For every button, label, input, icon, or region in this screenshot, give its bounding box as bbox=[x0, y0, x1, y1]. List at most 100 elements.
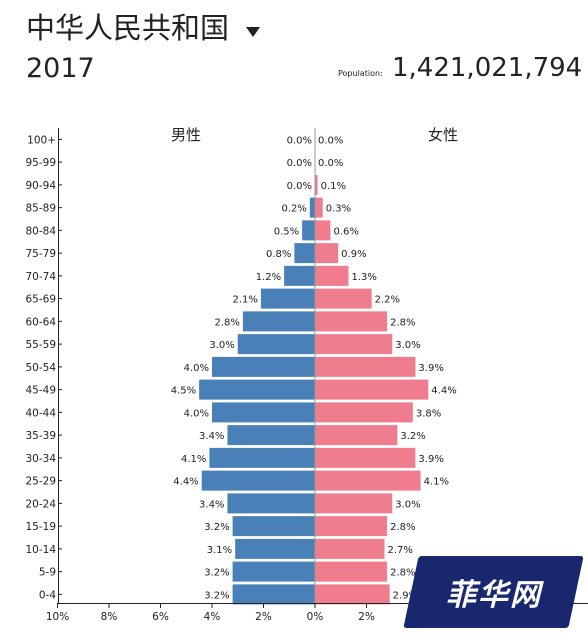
female-bar-15-19 bbox=[315, 516, 388, 537]
male-bar-75-79 bbox=[294, 243, 315, 264]
female-bar-80-84 bbox=[315, 220, 331, 241]
male-bar-50-54 bbox=[212, 356, 315, 377]
male-value-label: 4.4% bbox=[173, 477, 198, 488]
age-group-label: 50-54 bbox=[25, 362, 56, 374]
age-group-label: 10-14 bbox=[25, 544, 56, 556]
caret-down-icon[interactable] bbox=[246, 27, 260, 37]
male-bar-5-9 bbox=[232, 561, 315, 582]
female-bar-45-49 bbox=[315, 379, 429, 400]
population-value: 1,421,021,794 bbox=[392, 53, 583, 83]
male-value-label: 4.1% bbox=[181, 454, 206, 465]
female-value-label: 4.1% bbox=[424, 477, 449, 488]
female-bar-70-74 bbox=[315, 265, 349, 286]
age-group-label: 70-74 bbox=[25, 271, 56, 283]
male-bar-20-24 bbox=[227, 493, 315, 514]
male-value-label: 0.0% bbox=[287, 135, 312, 146]
female-value-label: 2.8% bbox=[390, 317, 415, 328]
male-value-label: 3.2% bbox=[204, 522, 229, 533]
age-group-label: 80-84 bbox=[25, 225, 56, 237]
female-bar-65-69 bbox=[315, 288, 372, 309]
x-tick-label: 8% bbox=[101, 611, 118, 623]
age-group-label: 40-44 bbox=[25, 407, 56, 419]
female-value-label: 3.9% bbox=[418, 363, 443, 374]
age-group-label: 25-29 bbox=[25, 476, 56, 488]
age-group-label: 55-59 bbox=[25, 339, 56, 351]
female-bar-5-9 bbox=[315, 561, 388, 582]
female-value-label: 2.9% bbox=[393, 590, 418, 601]
female-value-label: 3.8% bbox=[416, 408, 441, 419]
age-group-label: 30-34 bbox=[25, 453, 56, 465]
female-bar-85-89 bbox=[315, 197, 323, 218]
male-value-label: 3.2% bbox=[204, 590, 229, 601]
female-bar-60-64 bbox=[315, 311, 388, 332]
female-value-label: 0.6% bbox=[333, 226, 358, 237]
female-series-title: 女性 bbox=[428, 126, 458, 144]
watermark-logo: 菲华网 bbox=[403, 556, 584, 628]
female-bar-20-24 bbox=[315, 493, 393, 514]
x-tick-label: 2% bbox=[358, 611, 375, 623]
female-bar-55-59 bbox=[315, 334, 393, 355]
female-value-label: 0.0% bbox=[318, 158, 343, 169]
x-tick-label: 10% bbox=[46, 611, 69, 623]
male-bar-10-14 bbox=[235, 538, 315, 559]
male-value-label: 0.0% bbox=[287, 158, 312, 169]
female-bar-90-94 bbox=[315, 174, 318, 195]
female-bar-10-14 bbox=[315, 538, 385, 559]
male-value-label: 0.2% bbox=[281, 204, 306, 215]
female-bar-30-34 bbox=[315, 447, 416, 468]
age-group-label: 45-49 bbox=[25, 385, 56, 397]
age-group-label: 20-24 bbox=[25, 498, 56, 510]
age-group-label: 90-94 bbox=[25, 180, 56, 192]
male-value-label: 1.2% bbox=[256, 272, 281, 283]
country-title[interactable]: 中华人民共和国 bbox=[26, 11, 230, 45]
year-label: 2017 bbox=[26, 53, 95, 84]
female-value-label: 2.8% bbox=[390, 568, 415, 579]
male-bar-30-34 bbox=[209, 447, 315, 468]
female-value-label: 2.8% bbox=[390, 522, 415, 533]
x-tick-label: 2% bbox=[255, 611, 272, 623]
male-value-label: 3.1% bbox=[207, 545, 232, 556]
bars-layer: 0.0% 0.0% 0.0% 0.0% 0.0% 0.1% 0.2% 0.3% 0.5% 0.6%… bbox=[171, 135, 457, 605]
female-value-label: 0.3% bbox=[326, 204, 351, 215]
female-value-label: 0.9% bbox=[341, 249, 366, 260]
x-tick-label: 0% bbox=[307, 611, 324, 623]
age-group-label: 95-99 bbox=[25, 157, 56, 169]
age-group-label: 60-64 bbox=[25, 316, 56, 328]
male-bar-35-39 bbox=[227, 425, 315, 446]
age-group-label: 65-69 bbox=[25, 294, 56, 306]
male-value-label: 2.1% bbox=[233, 295, 258, 306]
female-bar-40-44 bbox=[315, 402, 413, 423]
male-value-label: 3.2% bbox=[204, 568, 229, 579]
female-bar-0-4 bbox=[315, 584, 390, 605]
female-value-label: 2.7% bbox=[388, 545, 413, 556]
female-value-label: 3.2% bbox=[400, 431, 425, 442]
male-bar-40-44 bbox=[212, 402, 315, 423]
female-value-label: 3.0% bbox=[395, 499, 420, 510]
male-value-label: 4.0% bbox=[184, 408, 209, 419]
population-label: Population: bbox=[338, 69, 383, 78]
female-value-label: 2.2% bbox=[375, 295, 400, 306]
male-series-title: 男性 bbox=[171, 126, 201, 144]
age-group-label: 100+ bbox=[27, 134, 56, 146]
female-bar-50-54 bbox=[315, 356, 416, 377]
male-value-label: 3.4% bbox=[199, 431, 224, 442]
male-bar-45-49 bbox=[199, 379, 315, 400]
male-value-label: 3.4% bbox=[199, 499, 224, 510]
male-bar-0-4 bbox=[232, 584, 315, 605]
female-value-label: 1.3% bbox=[351, 272, 376, 283]
male-bar-15-19 bbox=[232, 516, 315, 537]
male-value-label: 0.8% bbox=[266, 249, 291, 260]
female-bar-25-29 bbox=[315, 470, 421, 491]
age-group-label: 85-89 bbox=[25, 203, 56, 215]
age-group-label: 15-19 bbox=[25, 521, 56, 533]
male-bar-25-29 bbox=[201, 470, 315, 491]
male-bar-80-84 bbox=[302, 220, 315, 241]
male-value-label: 4.0% bbox=[184, 363, 209, 374]
female-bar-75-79 bbox=[315, 243, 339, 264]
female-value-label: 0.1% bbox=[321, 181, 346, 192]
female-value-label: 4.4% bbox=[431, 386, 456, 397]
male-bar-55-59 bbox=[237, 334, 315, 355]
age-group-label: 5-9 bbox=[39, 567, 56, 579]
male-bar-60-64 bbox=[242, 311, 315, 332]
male-value-label: 3.0% bbox=[209, 340, 234, 351]
